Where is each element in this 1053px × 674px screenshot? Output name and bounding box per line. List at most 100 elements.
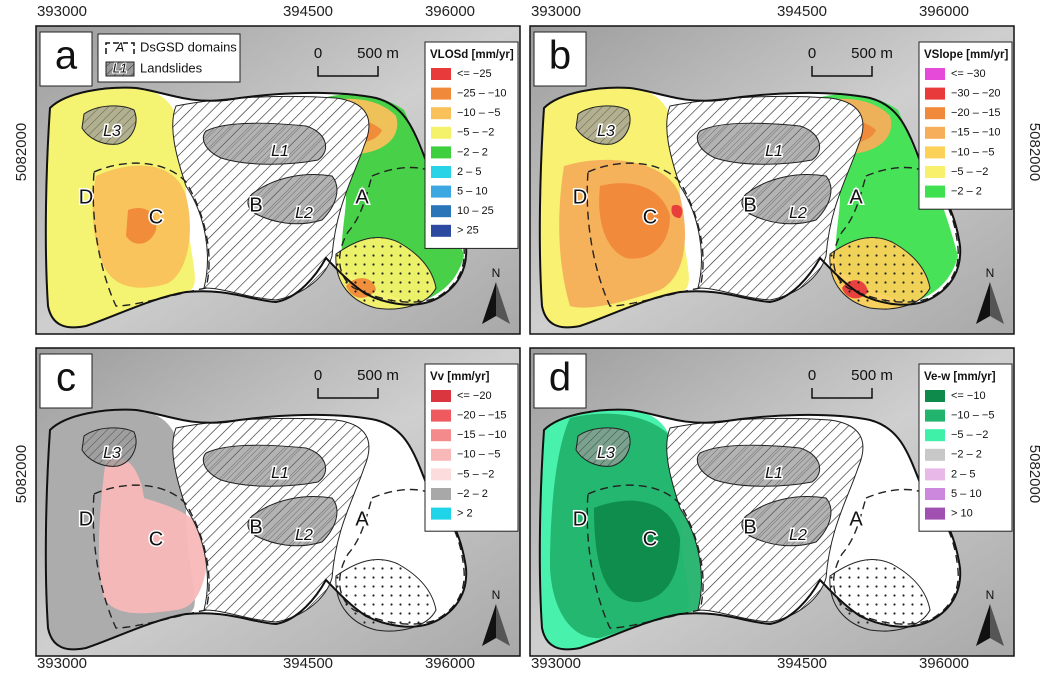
y-tick-label: 5082000 bbox=[1026, 123, 1043, 181]
legend-label: 5 – 10 bbox=[951, 488, 982, 500]
legend-label: −5 – −2 bbox=[457, 468, 494, 480]
legend-swatch bbox=[925, 146, 945, 158]
map-label: C bbox=[149, 206, 163, 228]
legend-swatch bbox=[431, 468, 451, 480]
landslide bbox=[697, 123, 819, 164]
legend-label: −5 – −2 bbox=[457, 127, 494, 139]
legend-label: −15 – −10 bbox=[457, 429, 507, 441]
legend-swatch bbox=[925, 468, 945, 480]
legend-label: −25 – −10 bbox=[457, 88, 507, 100]
legend-label: −2 – 2 bbox=[457, 488, 488, 500]
map-label: D bbox=[79, 508, 93, 530]
map-label: D bbox=[573, 186, 587, 208]
legend-swatch bbox=[431, 488, 451, 500]
key-label: Landslides bbox=[140, 60, 203, 75]
figure: 3930003930003945003945003960003960003930… bbox=[0, 0, 1053, 674]
panel-letter: a bbox=[55, 34, 78, 78]
x-tick-label: 396000 bbox=[919, 3, 969, 20]
map-label: B bbox=[743, 516, 756, 538]
legend-label: −15 – −10 bbox=[951, 127, 1001, 139]
north-label: N bbox=[986, 588, 995, 602]
legend-swatch bbox=[925, 508, 945, 520]
legend-swatch bbox=[431, 166, 451, 178]
x-tick-label: 394500 bbox=[283, 655, 333, 672]
legend-label: −5 – −2 bbox=[951, 429, 988, 441]
legend-swatch bbox=[925, 410, 945, 422]
map-label: L3 bbox=[103, 123, 121, 140]
legend-label: 2 – 5 bbox=[951, 468, 975, 480]
legend-swatch bbox=[431, 68, 451, 80]
legend-swatch bbox=[431, 390, 451, 402]
legend-swatch bbox=[925, 107, 945, 119]
x-tick-label: 396000 bbox=[425, 655, 475, 672]
map-label: B bbox=[743, 194, 756, 216]
legend-label: −10 – −5 bbox=[951, 146, 994, 158]
legend-swatch bbox=[925, 449, 945, 461]
legend-swatch bbox=[431, 449, 451, 461]
legend-label: −2 – 2 bbox=[951, 449, 982, 461]
key-label: DsGSD domains bbox=[140, 39, 237, 54]
x-tick-label: 396000 bbox=[425, 3, 475, 20]
legend-title: VSlope [mm/yr] bbox=[924, 49, 1009, 61]
map-label: C bbox=[149, 528, 163, 550]
legend-label: <= −10 bbox=[951, 390, 986, 402]
legend-swatch bbox=[925, 390, 945, 402]
scale-label: 500 m bbox=[357, 367, 399, 384]
legend-swatch bbox=[431, 88, 451, 100]
scale-label: 0 bbox=[808, 45, 816, 62]
map-label: L1 bbox=[271, 143, 289, 160]
map-label: L3 bbox=[103, 445, 121, 462]
landslide bbox=[203, 445, 325, 486]
legend-swatch bbox=[925, 488, 945, 500]
x-tick-label: 393000 bbox=[37, 3, 87, 20]
legend-swatch bbox=[431, 146, 451, 158]
map-panel: ABCDL1L2L3c0500 mNVv [mm/yr]<= −20−20 – … bbox=[36, 348, 520, 656]
map-label: A bbox=[849, 508, 863, 530]
legend-label: 2 – 5 bbox=[457, 166, 481, 178]
legend-label: <= −20 bbox=[457, 390, 492, 402]
legend-label: −10 – −5 bbox=[951, 410, 994, 422]
map-label: A bbox=[849, 186, 863, 208]
legend-title: Vv [mm/yr] bbox=[430, 371, 490, 383]
scale-label: 0 bbox=[314, 45, 322, 62]
map-label: L1 bbox=[271, 465, 289, 482]
legend-swatch bbox=[925, 68, 945, 80]
legend-swatch bbox=[431, 127, 451, 139]
legend-swatch bbox=[431, 508, 451, 520]
legend-swatch bbox=[431, 107, 451, 119]
legend-label: −10 – −5 bbox=[457, 107, 500, 119]
legend-label: 5 – 10 bbox=[457, 186, 488, 198]
panel-letter: b bbox=[549, 34, 571, 78]
landslide bbox=[697, 445, 819, 486]
legend-label: −2 – 2 bbox=[951, 186, 982, 198]
map-label: L1 bbox=[765, 143, 783, 160]
north-label: N bbox=[492, 266, 501, 280]
scale-label: 0 bbox=[314, 367, 322, 384]
legend-label: <= −30 bbox=[951, 68, 986, 80]
key-symbol: A bbox=[115, 39, 125, 54]
panel-letter: d bbox=[549, 356, 571, 400]
map-label: A bbox=[355, 508, 369, 530]
y-tick-label: 5082000 bbox=[13, 445, 30, 503]
legend-swatch bbox=[925, 429, 945, 441]
landslide bbox=[203, 123, 325, 164]
map-label: L2 bbox=[789, 205, 807, 222]
legend-swatch bbox=[431, 225, 451, 237]
legend-label: 10 – 25 bbox=[457, 205, 494, 217]
x-tick-label: 394500 bbox=[777, 3, 827, 20]
scale-label: 500 m bbox=[357, 45, 399, 62]
map-label: L1 bbox=[765, 465, 783, 482]
map-label: L2 bbox=[295, 527, 313, 544]
legend-label: −5 – −2 bbox=[951, 166, 988, 178]
x-tick-label: 394500 bbox=[283, 3, 333, 20]
key-symbol: L1 bbox=[113, 60, 127, 75]
y-tick-label: 5082000 bbox=[13, 123, 30, 181]
legend-swatch bbox=[925, 186, 945, 198]
map-label: L2 bbox=[295, 205, 313, 222]
scale-label: 500 m bbox=[851, 367, 893, 384]
legend-swatch bbox=[431, 205, 451, 217]
map-panel: ABCDL1L2L3a0500 mNADsGSD domainsL1Landsl… bbox=[36, 26, 520, 334]
legend-swatch bbox=[925, 88, 945, 100]
